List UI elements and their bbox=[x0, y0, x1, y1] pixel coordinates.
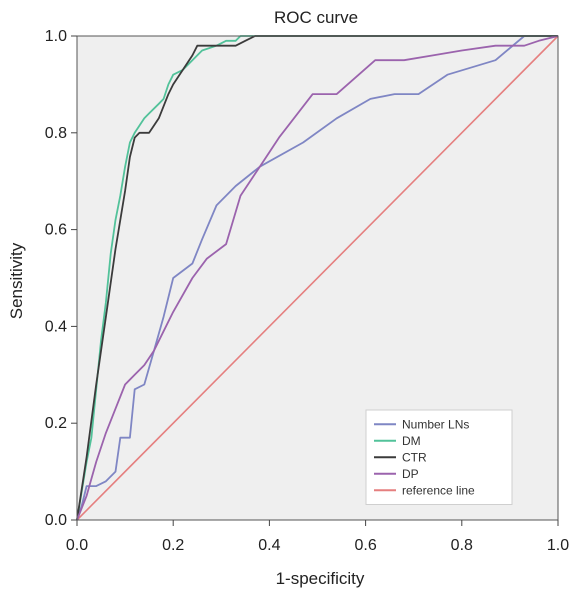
y-tick-label: 0.0 bbox=[45, 512, 67, 529]
x-axis-label: 1-specificity bbox=[276, 569, 365, 588]
chart-title: ROC curve bbox=[274, 8, 358, 27]
x-tick-label: 0.8 bbox=[451, 537, 473, 554]
y-tick-label: 0.6 bbox=[45, 222, 67, 239]
legend-label: CTR bbox=[402, 450, 427, 464]
x-tick-label: 1.0 bbox=[547, 537, 569, 554]
legend: Number LNs DM CTR DP reference line bbox=[365, 409, 513, 505]
axes: 0.0 0.2 0.4 0.6 0.8 1.0 0.0 0.2 0.4 0.6 0.8 1.0 bbox=[45, 28, 569, 554]
series-line-number-lns bbox=[76, 35, 558, 521]
y-tick-label: 1.0 bbox=[45, 28, 67, 45]
y-axis-label: Sensitivity bbox=[7, 242, 26, 319]
series-line-reference-line bbox=[76, 35, 559, 521]
x-tick-label: 0.6 bbox=[354, 537, 376, 554]
legend-label: reference line bbox=[402, 483, 475, 497]
series-line-dp bbox=[76, 35, 559, 521]
plot-frame bbox=[76, 35, 559, 521]
x-tick-label: 0.2 bbox=[162, 537, 184, 554]
y-tick-label: 0.2 bbox=[45, 415, 67, 432]
x-tick-label: 0.4 bbox=[258, 537, 280, 554]
legend-label: DP bbox=[402, 467, 419, 481]
legend-label: DM bbox=[402, 434, 421, 448]
y-tick-label: 0.4 bbox=[45, 318, 67, 335]
x-tick-label: 0.0 bbox=[66, 537, 88, 554]
legend-label: Number LNs bbox=[402, 417, 469, 431]
y-tick-label: 0.8 bbox=[45, 125, 67, 142]
